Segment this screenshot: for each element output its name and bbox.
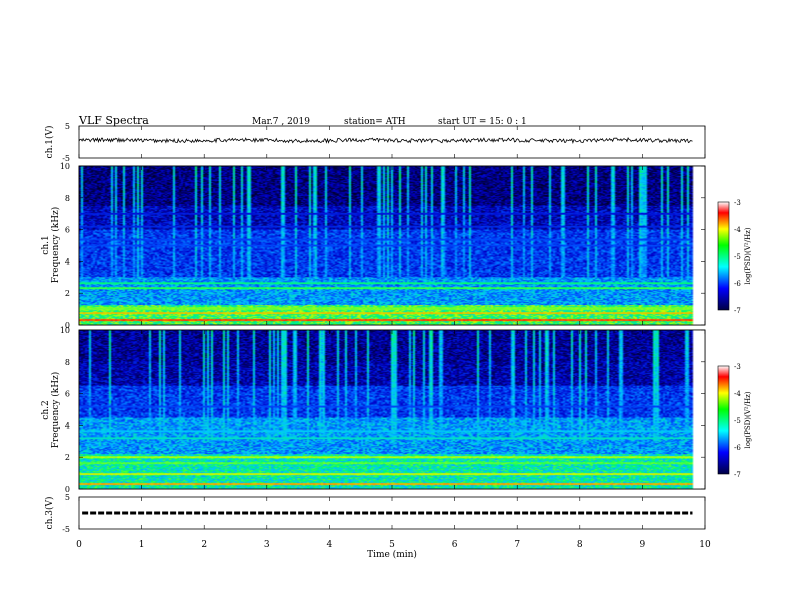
- colorbar-tick-label: -3: [734, 199, 741, 207]
- colorbar-tick-label: -5: [734, 253, 741, 261]
- x-tick-label: 4: [327, 540, 333, 550]
- colorbar-tick-label: -7: [734, 307, 741, 315]
- colorbar-tick-label: -4: [734, 226, 741, 234]
- x-tick-label: 9: [640, 540, 646, 550]
- ch1-colorbar-ticks: -3 -4 -5 -6 -7: [734, 199, 741, 315]
- ch1-spectrogram-ytick-label: 6: [65, 226, 70, 235]
- ch1-spectrogram-yticks: 10 8 6 4 2 0: [60, 162, 705, 330]
- station-label: station= ATH: [344, 117, 406, 127]
- colorbar-tick-label: -7: [734, 471, 741, 479]
- ch1-ytick-label: 5: [65, 122, 70, 131]
- ch2-spectrogram-yticks: 10 8 6 4 2 0: [60, 326, 705, 494]
- ch2-colorbar: [717, 365, 730, 475]
- ch1-spectrogram-channel-label: ch.1: [41, 235, 51, 254]
- ch2-spectrogram-ytick-label: 8: [65, 358, 70, 367]
- ch2-colorbar-label: log(PSD)(V²/Hz): [744, 391, 752, 448]
- ch2-spectrogram-image: [79, 330, 705, 489]
- ch2-frequency-axis-label: Frequency (kHz): [50, 372, 61, 449]
- x-axis-label: Time (min): [367, 549, 417, 560]
- ch2-colorbar-ticks: -3 -4 -5 -6 -7: [734, 363, 741, 479]
- x-tick-label: 1: [139, 540, 145, 550]
- colorbar-tick-label: -3: [734, 363, 741, 371]
- ch1-voltage-axis-label: ch.1(V): [44, 126, 55, 159]
- colorbar-tick-label: -6: [734, 280, 741, 288]
- ch3-voltage-axis-label: ch.3(V): [44, 497, 55, 530]
- x-tick-label: 7: [514, 540, 520, 550]
- ch1-frequency-axis-label: Frequency (kHz): [50, 207, 61, 284]
- ch2-spectrogram-ytick-label: 0: [65, 485, 70, 494]
- start-time-label: start UT = 15: 0 : 1: [438, 117, 527, 127]
- chart-title: VLF Spectra: [78, 114, 149, 127]
- colorbar-tick-label: -6: [734, 444, 741, 452]
- x-tick-label: 8: [577, 540, 583, 550]
- ch1-colorbar: [717, 201, 730, 311]
- ch1-spectrogram-image: [79, 166, 705, 325]
- x-tick-label: 10: [699, 540, 711, 550]
- ch1-colorbar-label: log(PSD)(V²/Hz): [744, 227, 752, 284]
- x-tick-label: 6: [452, 540, 458, 550]
- ch2-spectrogram-ytick-label: 10: [60, 326, 70, 335]
- ch3-ytick-label: 5: [65, 493, 70, 502]
- x-tick-label: 5: [389, 540, 395, 550]
- x-tick-label: 0: [76, 540, 82, 550]
- ch1-spectrogram-ytick-label: 0: [65, 321, 70, 330]
- ch1-ytick-label: -5: [62, 154, 70, 163]
- ch1-waveform-line: [78, 137, 693, 145]
- ch3-ytick-label: -5: [62, 525, 70, 534]
- ch1-spectrogram-ytick-label: 4: [65, 257, 70, 266]
- ch1-spectrogram-ytick-label: 2: [65, 289, 70, 298]
- ch2-spectrogram-ytick-label: 6: [65, 390, 70, 399]
- ch1-spectrogram-ytick-label: 10: [60, 162, 70, 171]
- colorbar-tick-label: -4: [734, 390, 741, 398]
- colorbar-tick-label: -5: [734, 417, 741, 425]
- ch2-spectrogram-ytick-label: 2: [65, 453, 70, 462]
- x-axis-ticks: 0 1 2 3 4 5 6 7 8 9 10: [76, 126, 711, 550]
- ch1-spectrogram-ytick-label: 8: [65, 194, 70, 203]
- date-label: Mar.7 , 2019: [252, 117, 310, 127]
- ch2-spectrogram-ytick-label: 4: [65, 421, 70, 430]
- x-tick-label: 3: [264, 540, 270, 550]
- x-tick-label: 2: [201, 540, 207, 550]
- ch2-spectrogram-channel-label: ch.2: [41, 400, 51, 419]
